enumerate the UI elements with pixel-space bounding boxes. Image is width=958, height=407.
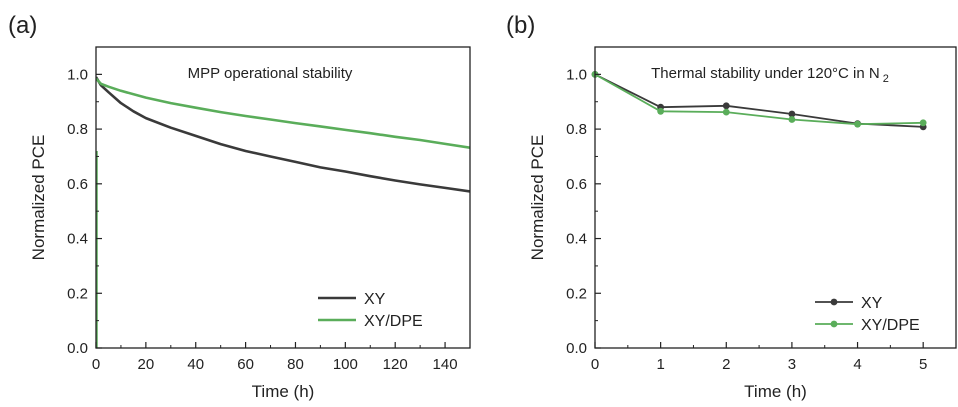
y-tick-label: 0.4 (566, 231, 587, 248)
chart-title: MPP operational stability (188, 65, 353, 82)
y-tick-label: 0.2 (67, 285, 88, 302)
y-axis-title: Normalized PCE (528, 135, 547, 261)
data-point (919, 119, 927, 127)
x-axis-title: Time (h) (744, 382, 807, 401)
y-axis-title: Normalized PCE (29, 135, 48, 261)
x-tick-label: 4 (853, 356, 861, 373)
data-point (722, 108, 730, 116)
legend-marker (830, 320, 838, 328)
y-tick-label: 0.8 (566, 121, 587, 138)
x-tick-label: 5 (919, 356, 927, 373)
chart-panel-0: (a) 0.0 0.2 0.4 0.6 0.8 1.0 0 20 40 60 80 100 120 140 T… (8, 12, 471, 401)
panel-label: (b) (506, 12, 535, 39)
x-tick-label: 0 (591, 356, 599, 373)
x-tick-label: 60 (237, 356, 254, 373)
y-tick-label: 0.0 (67, 340, 88, 357)
panel-label: (a) (8, 12, 37, 39)
y-tick-label: 1.0 (566, 66, 587, 83)
y-tick-label: 0.0 (566, 340, 587, 357)
plot-frame (95, 46, 471, 349)
series-line-xy (96, 76, 470, 193)
series-line-xy-dpe (595, 73, 924, 126)
data-point (788, 110, 796, 118)
series-line-xy-dpe (96, 77, 470, 149)
legend-label: XY/DPE (364, 313, 423, 330)
y-tick-label: 0.4 (67, 231, 88, 248)
plot-frame (594, 46, 957, 349)
data-point (788, 116, 796, 123)
x-tick-label: 1 (656, 356, 664, 373)
x-tick-label: 40 (187, 356, 204, 373)
x-tick-label: 80 (287, 356, 304, 373)
x-tick-label: 140 (433, 356, 458, 373)
y-tick-label: 0.8 (67, 121, 88, 138)
chart-panel-1: (b) 0.0 0.2 0.4 0.6 0.8 1.0 0 1 2 3 4 5 Time (h) Norma… (506, 12, 957, 401)
series-line-xy (595, 73, 924, 128)
y-tick-label: 0.6 (566, 176, 587, 193)
x-tick-label: 3 (788, 356, 796, 373)
y-tick-label: 0.2 (566, 285, 587, 302)
x-tick-label: 100 (333, 356, 358, 373)
x-tick-label: 120 (383, 356, 408, 373)
y-tick-label: 1.0 (67, 66, 88, 83)
x-tick-label: 2 (722, 356, 730, 373)
x-tick-label: 20 (138, 356, 155, 373)
data-point (722, 102, 730, 110)
x-tick-label: 0 (92, 356, 100, 373)
y-tick-label: 0.6 (67, 176, 88, 193)
legend-marker (830, 298, 838, 306)
data-point (657, 107, 665, 115)
legend-label: XY (861, 295, 883, 312)
x-axis-title: Time (h) (252, 382, 315, 401)
data-point (854, 120, 861, 128)
legend-label: XY (364, 291, 386, 308)
legend-label: XY/DPE (861, 317, 920, 334)
